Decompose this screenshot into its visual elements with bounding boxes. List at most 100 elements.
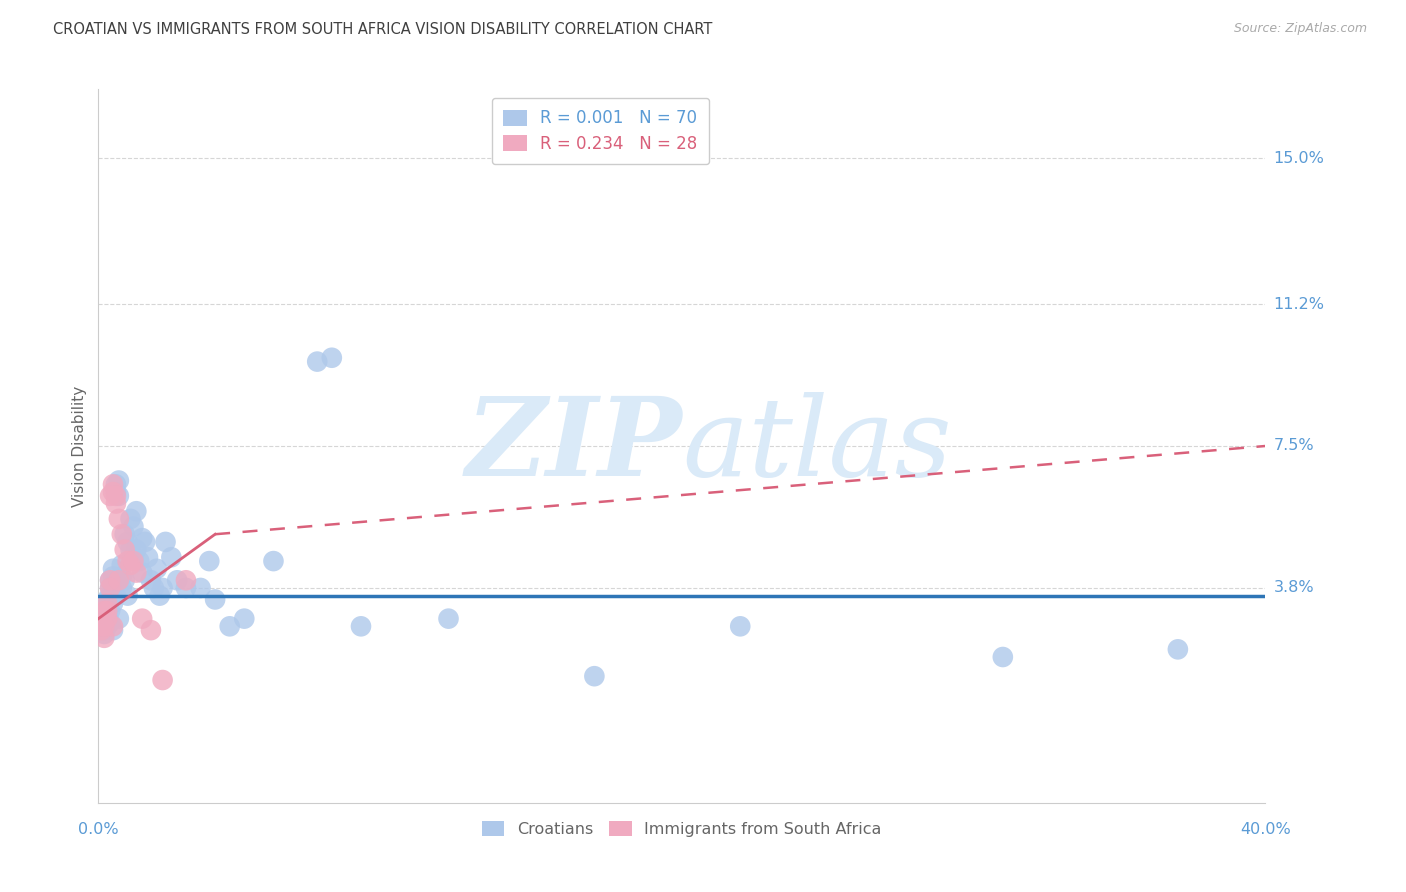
Text: 3.8%: 3.8% bbox=[1274, 581, 1315, 596]
Point bbox=[134, 535, 156, 549]
Point bbox=[120, 558, 142, 572]
Point bbox=[98, 489, 121, 503]
Point bbox=[93, 627, 115, 641]
Point bbox=[131, 566, 153, 580]
Point bbox=[120, 512, 142, 526]
Point bbox=[98, 574, 121, 588]
Text: 15.0%: 15.0% bbox=[1274, 151, 1324, 166]
Point bbox=[108, 512, 131, 526]
Point bbox=[117, 554, 139, 568]
Point bbox=[93, 604, 115, 618]
Point bbox=[98, 581, 121, 595]
Point bbox=[139, 623, 162, 637]
Point bbox=[730, 619, 752, 633]
Point bbox=[437, 612, 460, 626]
Text: 0.0%: 0.0% bbox=[79, 822, 118, 837]
Point bbox=[104, 497, 127, 511]
Text: 11.2%: 11.2% bbox=[1274, 296, 1324, 311]
Point bbox=[96, 619, 118, 633]
Point bbox=[108, 612, 131, 626]
Point bbox=[583, 669, 606, 683]
Point bbox=[233, 612, 256, 626]
Point bbox=[204, 592, 226, 607]
Text: 7.5%: 7.5% bbox=[1274, 439, 1315, 453]
Point bbox=[108, 489, 131, 503]
Point bbox=[174, 574, 197, 588]
Text: ZIP: ZIP bbox=[465, 392, 682, 500]
Point bbox=[125, 542, 148, 557]
Point bbox=[125, 566, 148, 580]
Point bbox=[98, 604, 121, 618]
Point bbox=[991, 650, 1014, 665]
Point bbox=[166, 574, 188, 588]
Point bbox=[111, 581, 134, 595]
Point bbox=[136, 550, 159, 565]
Point bbox=[93, 612, 115, 626]
Point bbox=[104, 485, 127, 500]
Point bbox=[262, 554, 284, 568]
Point bbox=[101, 619, 124, 633]
Point bbox=[350, 619, 373, 633]
Text: atlas: atlas bbox=[682, 392, 952, 500]
Point bbox=[190, 581, 212, 595]
Point bbox=[152, 581, 174, 595]
Point bbox=[111, 569, 134, 583]
Point bbox=[108, 474, 131, 488]
Point bbox=[101, 477, 124, 491]
Point bbox=[108, 574, 131, 588]
Point bbox=[96, 607, 118, 622]
Point bbox=[90, 604, 112, 618]
Point bbox=[139, 574, 162, 588]
Point bbox=[98, 581, 121, 595]
Point bbox=[98, 615, 121, 630]
Point bbox=[122, 550, 145, 565]
Point bbox=[120, 542, 142, 557]
Point bbox=[111, 527, 134, 541]
Point bbox=[155, 535, 177, 549]
Point bbox=[114, 574, 136, 588]
Point bbox=[93, 623, 115, 637]
Point bbox=[142, 581, 165, 595]
Point bbox=[101, 562, 124, 576]
Point bbox=[1167, 642, 1189, 657]
Point bbox=[101, 596, 124, 610]
Point bbox=[93, 619, 115, 633]
Point bbox=[218, 619, 240, 633]
Point bbox=[98, 574, 121, 588]
Point bbox=[149, 589, 172, 603]
Point bbox=[104, 489, 127, 503]
Point bbox=[111, 558, 134, 572]
Point bbox=[98, 589, 121, 603]
Point bbox=[101, 581, 124, 595]
Point bbox=[96, 596, 118, 610]
Point bbox=[104, 574, 127, 588]
Point bbox=[174, 581, 197, 595]
Point bbox=[128, 554, 150, 568]
Point bbox=[93, 631, 115, 645]
Point bbox=[122, 554, 145, 568]
Point bbox=[93, 600, 115, 615]
Text: Source: ZipAtlas.com: Source: ZipAtlas.com bbox=[1233, 22, 1367, 36]
Y-axis label: Vision Disability: Vision Disability bbox=[72, 385, 87, 507]
Point bbox=[307, 354, 329, 368]
Point bbox=[321, 351, 343, 365]
Point bbox=[101, 623, 124, 637]
Point bbox=[104, 477, 127, 491]
Point bbox=[96, 604, 118, 618]
Point bbox=[160, 550, 183, 565]
Point bbox=[117, 589, 139, 603]
Text: 40.0%: 40.0% bbox=[1240, 822, 1291, 837]
Point bbox=[101, 569, 124, 583]
Point bbox=[90, 619, 112, 633]
Point bbox=[122, 519, 145, 533]
Point bbox=[90, 623, 112, 637]
Point bbox=[101, 485, 124, 500]
Point bbox=[125, 504, 148, 518]
Point bbox=[114, 542, 136, 557]
Point bbox=[131, 612, 153, 626]
Point bbox=[104, 589, 127, 603]
Point bbox=[96, 596, 118, 610]
Point bbox=[96, 615, 118, 630]
Point bbox=[96, 612, 118, 626]
Point bbox=[152, 673, 174, 687]
